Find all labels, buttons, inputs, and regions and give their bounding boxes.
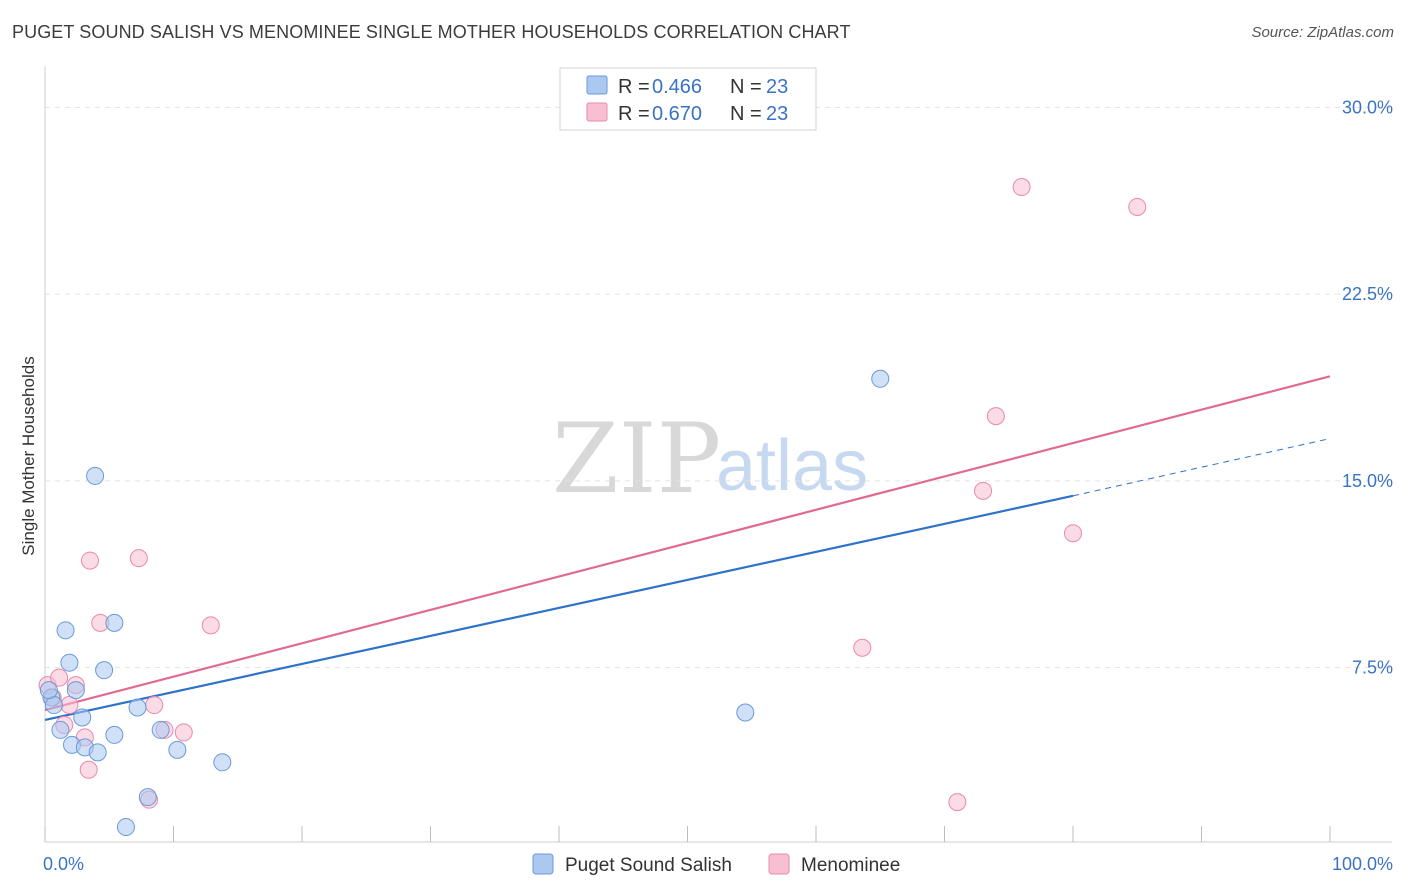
legend-n-value-1: 23 bbox=[766, 76, 788, 98]
axes bbox=[44, 66, 1392, 843]
menominee-point bbox=[1064, 524, 1082, 543]
menominee-point bbox=[948, 793, 967, 812]
puget-sound-salish-point bbox=[116, 818, 135, 837]
puget-sound-salish-point bbox=[128, 698, 147, 717]
puget-sound-salish-point bbox=[73, 708, 92, 727]
puget-sound-salish-point bbox=[95, 661, 114, 680]
chart-title: PUGET SOUND SALISH VS MENOMINEE SINGLE M… bbox=[12, 22, 851, 42]
puget-sound-salish-point bbox=[51, 720, 70, 739]
legend-r-label-2: R = bbox=[618, 103, 650, 125]
menominee-point bbox=[986, 407, 1005, 426]
puget-sound-salish-trend-line bbox=[44, 494, 1074, 722]
series-legend-swatch-blue bbox=[532, 853, 554, 875]
x-tick-label-max: 100.0% bbox=[1332, 854, 1393, 874]
menominee-point bbox=[79, 760, 98, 779]
x-tick-label-min: 0.0% bbox=[43, 854, 84, 874]
y-axis-title: Single Mother Households bbox=[19, 356, 38, 555]
puget-sound-salish-trend-extension bbox=[1072, 438, 1331, 497]
puget-sound-salish-point bbox=[44, 696, 63, 715]
legend-n-label-1: N = bbox=[730, 76, 762, 98]
puget-sound-salish-point bbox=[86, 466, 105, 485]
menominee-point bbox=[50, 668, 69, 687]
legend-swatch-pink bbox=[586, 102, 608, 122]
menominee-point bbox=[853, 638, 872, 657]
menominee-point bbox=[1012, 178, 1031, 197]
puget-sound-salish-point bbox=[66, 681, 85, 700]
trend-lines bbox=[44, 375, 1331, 722]
legend-swatch-blue bbox=[586, 75, 608, 95]
puget-sound-salish-point bbox=[105, 725, 124, 744]
y-tick-label: 7.5% bbox=[1352, 658, 1393, 678]
puget-sound-salish-point bbox=[871, 369, 890, 388]
puget-sound-salish-point bbox=[168, 740, 187, 759]
puget-sound-salish-point bbox=[736, 703, 755, 722]
puget-sound-salish-point bbox=[39, 681, 58, 700]
source-label: Source: ZipAtlas.com bbox=[1251, 24, 1394, 41]
menominee-point bbox=[174, 723, 193, 742]
menominee-point bbox=[129, 549, 148, 568]
puget-sound-salish-point bbox=[56, 621, 75, 640]
x-tick-labels: 0.0% 100.0% bbox=[43, 854, 1393, 874]
y-tick-label: 15.0% bbox=[1342, 471, 1393, 491]
watermark: ZIP atlas bbox=[552, 403, 868, 515]
legend-n-value-2: 23 bbox=[766, 103, 788, 125]
grid-lines bbox=[45, 106, 1392, 669]
menominee-point bbox=[1128, 197, 1147, 216]
y-tick-labels: 7.5% 15.0% 22.5% 30.0% bbox=[1342, 97, 1393, 677]
legend-r-value-1: 0.466 bbox=[652, 76, 702, 98]
puget-sound-salish-point bbox=[60, 653, 79, 672]
menominee-point bbox=[80, 551, 99, 570]
puget-sound-salish-point bbox=[138, 788, 157, 807]
series-legend-label-pink: Menominee bbox=[801, 855, 900, 876]
y-tick-label: 22.5% bbox=[1342, 284, 1393, 304]
watermark-atlas: atlas bbox=[716, 426, 868, 506]
series-legend-label-blue: Puget Sound Salish bbox=[565, 855, 732, 876]
legend-r-value-2: 0.670 bbox=[652, 103, 702, 125]
legend-r-label-1: R = bbox=[618, 76, 650, 98]
puget-sound-salish-point bbox=[105, 613, 124, 632]
series-legend-swatch-pink bbox=[768, 853, 790, 875]
stats-legend: R = 0.466 N = 23 R = 0.670 N = 23 bbox=[559, 67, 817, 131]
y-tick-label: 30.0% bbox=[1342, 97, 1393, 117]
puget-sound-salish-point bbox=[213, 753, 232, 772]
menominee-point bbox=[974, 481, 993, 500]
legend-n-label-2: N = bbox=[730, 103, 762, 125]
puget-sound-salish-point bbox=[88, 743, 107, 762]
series-legend: Puget Sound Salish Menominee bbox=[532, 853, 900, 876]
menominee-point bbox=[145, 696, 164, 715]
watermark-zip: ZIP bbox=[552, 403, 721, 515]
puget-sound-salish-point bbox=[151, 720, 170, 739]
menominee-trend-line bbox=[44, 375, 1331, 712]
menominee-point bbox=[60, 696, 79, 715]
menominee-point bbox=[201, 616, 220, 635]
data-points bbox=[38, 178, 1147, 837]
